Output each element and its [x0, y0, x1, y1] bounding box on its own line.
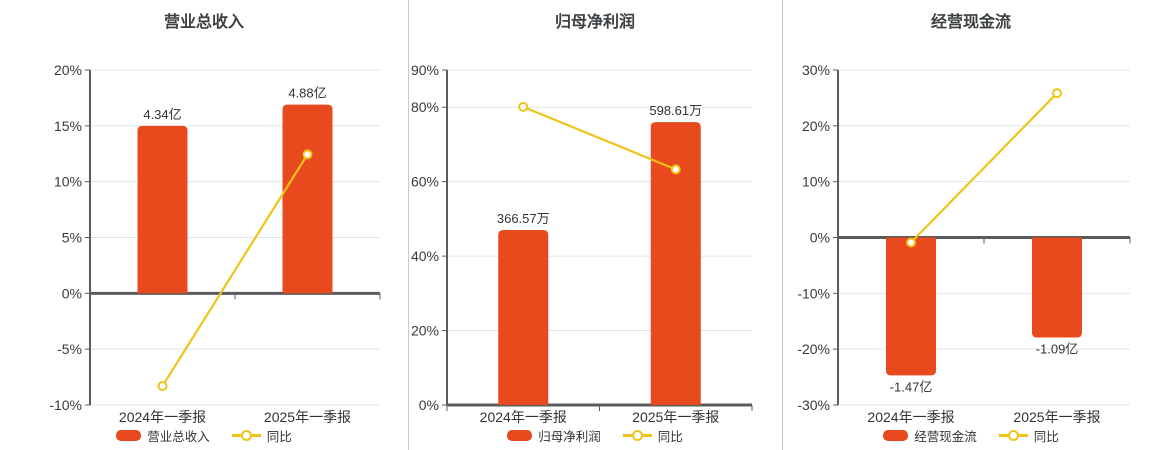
- line-series-label: 同比: [657, 430, 683, 444]
- yoy-marker: [1052, 88, 1062, 99]
- x-axis-label: 2025年一季报: [632, 409, 719, 425]
- bar: [886, 237, 936, 376]
- bar-value-label: 4.34亿: [143, 107, 181, 122]
- yoy-line: [522, 105, 677, 171]
- legend-item-bar[interactable]: 归母净利润: [507, 426, 601, 445]
- bar: [498, 230, 549, 405]
- y-tick-label: 60%: [411, 174, 439, 190]
- y-tick-label: -20%: [797, 341, 830, 357]
- legend-item-bar[interactable]: 营业总收入: [116, 426, 210, 445]
- x-axis-label: 2024年一季报: [119, 409, 206, 425]
- y-tick-label: 30%: [802, 62, 830, 78]
- bar-series-swatch: [883, 430, 909, 441]
- panel-divider: [782, 0, 783, 450]
- y-tick-label: 0%: [62, 285, 82, 301]
- line-series-marker-icon: [998, 430, 1028, 441]
- bar-series-swatch: [116, 430, 142, 441]
- x-axis-label: 2024年一季报: [480, 409, 567, 425]
- x-axis-label: 2025年一季报: [264, 409, 351, 425]
- bar-series-label: 经营现金流: [914, 430, 977, 444]
- bar: [1032, 237, 1082, 338]
- y-tick-label: 5%: [62, 230, 82, 246]
- x-axis-label: 2024年一季报: [867, 409, 954, 425]
- legend-net-profit: 归母净利润 同比: [408, 427, 782, 444]
- yoy-marker: [906, 237, 916, 248]
- bar: [137, 125, 188, 294]
- y-tick-label: -10%: [797, 285, 830, 301]
- line-series-marker-icon: [231, 430, 261, 441]
- bar-series-swatch: [507, 430, 533, 441]
- yoy-marker: [670, 164, 681, 175]
- bar-series-label: 归母净利润: [538, 430, 601, 444]
- y-tick-label: 0%: [419, 397, 439, 413]
- legend-cash-flow: 经营现金流 同比: [782, 427, 1160, 444]
- line-series-label: 同比: [1033, 430, 1059, 444]
- bar: [282, 104, 333, 294]
- chart-title-net-profit: 归母净利润: [554, 14, 635, 31]
- y-tick-label: 15%: [54, 118, 82, 134]
- legend-item-line[interactable]: 同比: [998, 426, 1059, 445]
- y-tick-label: -5%: [57, 341, 82, 357]
- legend-item-line[interactable]: 同比: [622, 426, 683, 445]
- yoy-line: [161, 153, 309, 387]
- y-tick-label: 90%: [411, 62, 439, 78]
- y-tick-label: -30%: [797, 397, 830, 413]
- y-tick-label: 10%: [54, 174, 82, 190]
- bar-value-label: 366.57万: [497, 211, 550, 226]
- y-tick-label: -10%: [49, 397, 82, 413]
- line-series-marker-icon: [622, 430, 652, 441]
- bar-series-label: 营业总收入: [147, 430, 210, 444]
- bar-value-label: 4.88亿: [288, 86, 326, 101]
- y-tick-label: 20%: [411, 323, 439, 339]
- y-tick-label: 0%: [810, 230, 830, 246]
- chart-title-revenue: 营业总收入: [163, 14, 244, 31]
- line-series-label: 同比: [266, 430, 292, 444]
- yoy-marker: [157, 381, 168, 392]
- legend-item-line[interactable]: 同比: [231, 426, 292, 445]
- y-tick-label: 20%: [802, 118, 830, 134]
- panel-divider: [408, 0, 409, 450]
- yoy-line: [910, 92, 1058, 244]
- y-tick-label: 80%: [411, 99, 439, 115]
- y-tick-label: 40%: [411, 248, 439, 264]
- yoy-marker: [518, 101, 529, 112]
- legend-revenue: 营业总收入 同比: [0, 427, 408, 444]
- x-axis-label: 2025年一季报: [1013, 409, 1100, 425]
- legend-item-bar[interactable]: 经营现金流: [883, 426, 977, 445]
- bar-value-label: -1.09亿: [1036, 341, 1079, 356]
- yoy-marker: [302, 149, 313, 160]
- y-tick-label: 10%: [802, 174, 830, 190]
- chart-title-cash-flow: 经营现金流: [930, 14, 1011, 31]
- bar-value-label: 598.61万: [649, 103, 702, 118]
- bar: [650, 122, 701, 405]
- y-tick-label: 20%: [54, 62, 82, 78]
- bar-value-label: -1.47亿: [890, 379, 933, 394]
